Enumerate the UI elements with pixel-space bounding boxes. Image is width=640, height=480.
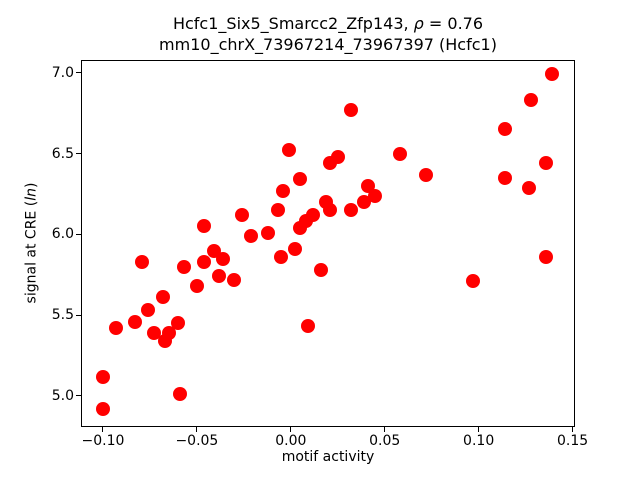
y-tick-mark [76, 72, 81, 74]
scatter-point [522, 180, 537, 195]
plot-area [81, 60, 575, 427]
scatter-point [497, 122, 512, 137]
x-tick-mark [102, 427, 104, 432]
x-tick-label: 0.00 [275, 433, 307, 449]
scatter-point [281, 143, 296, 158]
scatter-point [127, 314, 142, 329]
scatter-point [539, 249, 554, 264]
scatter-point [343, 102, 358, 117]
scatter-point [343, 203, 358, 218]
scatter-point [95, 401, 110, 416]
scatter-point [270, 203, 285, 218]
y-tick-label: 6.5 [51, 145, 74, 162]
x-tick-mark [478, 427, 480, 432]
scatter-point [466, 274, 480, 289]
y-tick-label: 5.5 [51, 307, 74, 324]
scatter-point [216, 251, 231, 266]
scatter-point [197, 219, 212, 234]
scatter-point [392, 146, 407, 161]
scatter-point [368, 188, 383, 203]
chart-title-line1: Hcfc1_Six5_Smarcc2_Zfp143, ρ = 0.76 [81, 13, 575, 34]
x-tick-mark [290, 427, 292, 432]
chart-title-line2: mm10_chrX_73967214_73967397 (Hcfc1) [159, 35, 497, 54]
scatter-point [313, 262, 328, 277]
title-text-suffix: = 0.76 [423, 14, 484, 33]
y-axis-label-prefix: signal at CRE ( [23, 200, 40, 304]
scatter-point [212, 269, 227, 284]
y-tick-mark [76, 395, 81, 397]
y-axis-label-suffix: ) [23, 182, 40, 189]
x-tick-mark [572, 427, 574, 432]
x-tick-label: 0.15 [556, 433, 589, 449]
scatter-point [330, 149, 345, 164]
x-axis-label: motif activity [281, 449, 375, 465]
scatter-point [161, 325, 176, 340]
scatter-point [135, 254, 150, 269]
y-tick-label: 5.0 [51, 387, 74, 404]
scatter-point [323, 203, 338, 218]
scatter-point [306, 207, 321, 222]
scatter-point [544, 67, 559, 82]
y-tick-mark [76, 153, 81, 155]
scatter-point [261, 225, 276, 240]
chart-title: Hcfc1_Six5_Smarcc2_Zfp143, ρ = 0.76 mm10… [81, 13, 575, 55]
title-rho-symbol: ρ [413, 14, 424, 33]
scatter-point [539, 156, 554, 171]
y-tick-label: 6.0 [51, 226, 74, 243]
y-tick-label: 7.0 [51, 64, 74, 81]
scatter-point [95, 369, 110, 384]
scatter-point [244, 228, 259, 243]
x-tick-label: −0.05 [175, 433, 219, 449]
scatter-point [287, 241, 302, 256]
scatter-point [109, 321, 124, 336]
title-text-prefix: Hcfc1_Six5_Smarcc2_Zfp143, [172, 14, 414, 33]
scatter-point [176, 259, 191, 274]
scatter-point [156, 290, 171, 305]
scatter-point [141, 303, 156, 318]
x-tick-label: 0.05 [369, 433, 401, 449]
scatter-point [293, 172, 308, 187]
scatter-point [171, 316, 186, 331]
y-tick-mark [76, 233, 81, 235]
scatter-point [234, 207, 249, 222]
scatter-point [146, 325, 161, 340]
x-tick-label: −0.10 [81, 433, 125, 449]
scatter-point [274, 249, 289, 264]
x-tick-mark [384, 427, 386, 432]
scatter-point [172, 387, 187, 402]
x-tick-mark [196, 427, 198, 432]
scatter-point [497, 170, 512, 185]
scatter-point [300, 319, 315, 334]
scatter-point [524, 93, 539, 108]
scatter-point [227, 272, 242, 287]
x-tick-label: 0.10 [463, 433, 495, 449]
scatter-point [189, 279, 204, 294]
scatter-point [357, 195, 372, 210]
y-axis-label-ln: ln [23, 188, 40, 201]
scatter-point [419, 167, 434, 182]
scatter-point [197, 254, 212, 269]
y-tick-mark [76, 314, 81, 316]
y-axis-label: signal at CRE (ln) [24, 60, 44, 427]
scatter-point [276, 183, 291, 198]
